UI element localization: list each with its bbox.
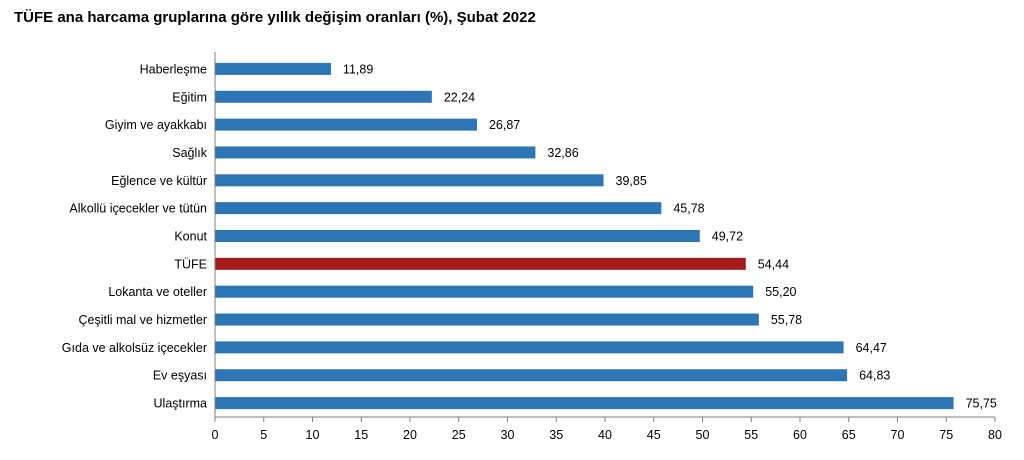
category-label-8: Lokanta ve oteller — [108, 285, 207, 299]
x-tick-label-1: 5 — [260, 428, 267, 442]
value-label-9: 55,78 — [771, 313, 802, 327]
bar-12 — [215, 397, 954, 410]
x-tick-label-15: 75 — [939, 428, 953, 442]
x-tick-label-10: 50 — [696, 428, 710, 442]
category-label-5: Alkollü içecekler ve tütün — [69, 202, 207, 216]
value-label-0: 11,89 — [343, 62, 373, 76]
x-tick-label-3: 15 — [354, 428, 368, 442]
value-label-10: 64,47 — [856, 341, 887, 355]
category-label-6: Konut — [174, 230, 207, 244]
category-label-7: TÜFE — [174, 257, 207, 271]
x-tick-label-8: 40 — [598, 428, 612, 442]
category-label-11: Ev eşyası — [153, 369, 207, 383]
x-tick-label-2: 10 — [306, 428, 320, 442]
value-label-11: 64,83 — [859, 369, 890, 383]
value-label-8: 55,20 — [765, 285, 796, 299]
bar-2 — [215, 118, 477, 131]
category-label-1: Eğitim — [172, 90, 207, 104]
bar-6 — [215, 230, 700, 242]
category-label-4: Eğlence ve kültür — [111, 174, 207, 188]
value-labels-group: 11,89 22,24 26,87 32,86 39,85 45,78 49,72 54,44… — [343, 62, 997, 410]
x-tick-label-13: 65 — [842, 428, 856, 442]
bar-8 — [215, 285, 754, 298]
category-label-3: Sağlık — [172, 146, 207, 160]
x-tick-label-0: 0 — [212, 428, 219, 442]
value-label-2: 26,87 — [489, 118, 520, 132]
category-labels-group: Haberleşme Eğitim Giyim ve ayakkabı Sağlık E… — [62, 62, 208, 410]
x-axis: 0 5 10 15 20 25 30 35 40 45 50 55 60 65 70 75 80 — [212, 52, 1002, 442]
bar-9 — [215, 313, 759, 326]
category-label-12: Ulaştırma — [154, 397, 208, 411]
bar-1 — [215, 90, 432, 103]
bar-4 — [215, 174, 604, 187]
bar-0 — [215, 62, 331, 75]
chart-title: TÜFE ana harcama gruplarına göre yıllık … — [14, 9, 536, 26]
value-label-6: 49,72 — [712, 230, 743, 244]
bars-group — [215, 62, 954, 410]
value-label-12: 75,75 — [966, 397, 997, 411]
bar-7 — [215, 257, 746, 270]
category-label-0: Haberleşme — [140, 62, 207, 76]
x-tick-label-5: 25 — [452, 428, 466, 442]
value-label-5: 45,78 — [673, 202, 704, 216]
bar-5 — [215, 202, 662, 215]
x-tick-label-4: 20 — [403, 428, 417, 442]
x-tick-label-9: 45 — [647, 428, 661, 442]
bar-10 — [215, 341, 844, 354]
category-label-2: Giyim ve ayakkabı — [105, 118, 207, 132]
x-tick-label-6: 30 — [501, 428, 515, 442]
bar-3 — [215, 146, 536, 159]
x-tick-label-16: 80 — [988, 428, 1002, 442]
category-label-9: Çeşitli mal ve hizmetler — [78, 313, 207, 327]
value-label-1: 22,24 — [444, 90, 475, 104]
value-label-3: 32,86 — [547, 146, 578, 160]
value-label-7: 54,44 — [758, 257, 789, 271]
x-tick-label-7: 35 — [549, 428, 563, 442]
x-tick-label-11: 55 — [744, 428, 758, 442]
x-tick-label-12: 60 — [793, 428, 807, 442]
value-label-4: 39,85 — [616, 174, 647, 188]
bar-11 — [215, 369, 848, 382]
x-tick-label-14: 70 — [891, 428, 905, 442]
category-label-10: Gıda ve alkolsüz içecekler — [62, 341, 207, 355]
